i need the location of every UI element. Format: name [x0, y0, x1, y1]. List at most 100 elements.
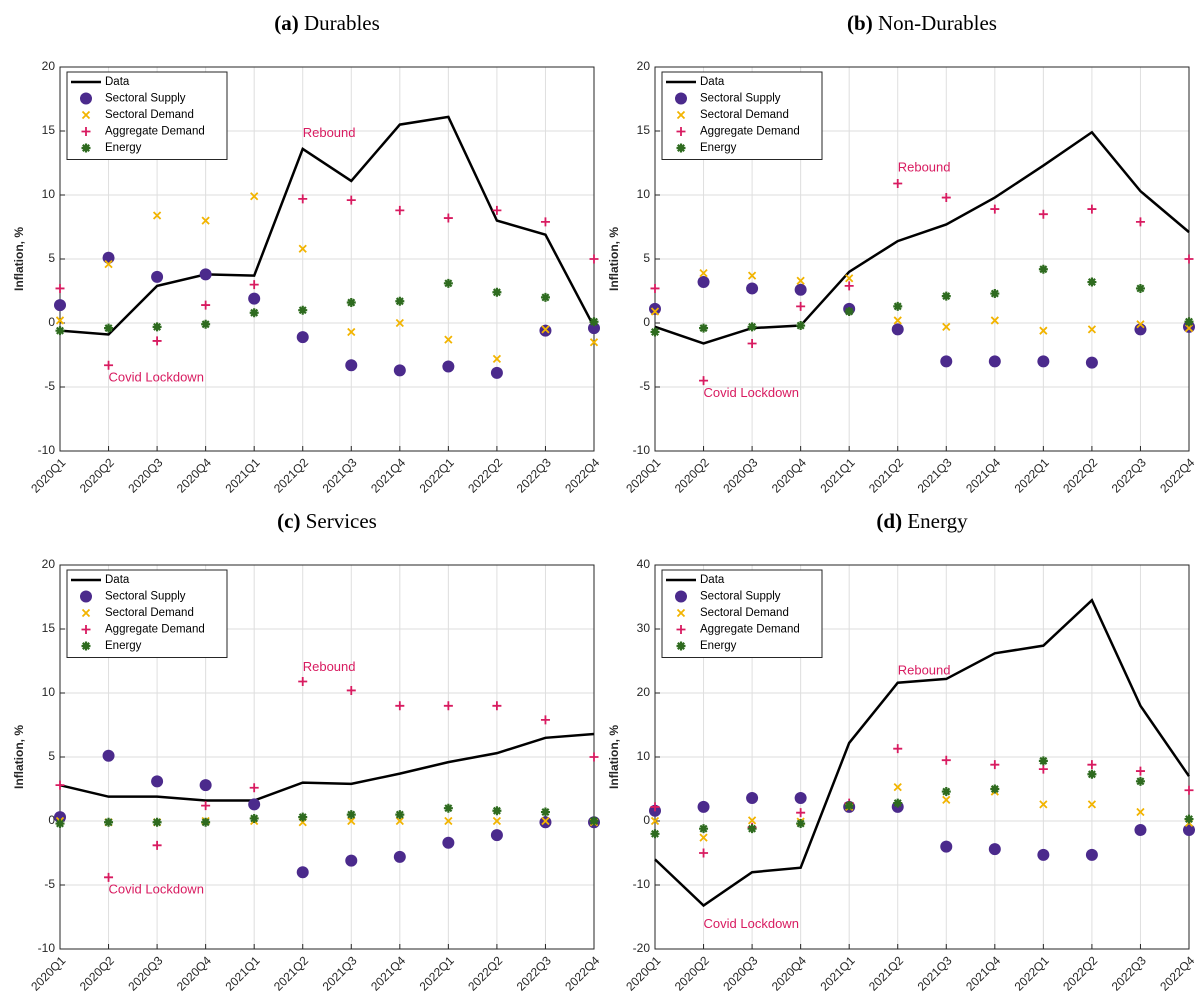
x-tick-label: 2020Q3 [125, 455, 165, 495]
marker-asterisk [941, 291, 951, 301]
panel-letter: (d) [876, 509, 902, 533]
marker-asterisk [104, 817, 114, 827]
marker-x [347, 327, 356, 337]
marker-x [942, 795, 951, 805]
marker-plus [1038, 764, 1048, 774]
marker-circle [345, 359, 358, 372]
marker-asterisk [893, 798, 903, 808]
marker-circle [746, 282, 759, 295]
legend-label: Data [105, 76, 130, 88]
marker-x [104, 259, 113, 269]
marker-x [395, 816, 404, 826]
marker-circle [248, 798, 261, 811]
x-tick-label: 2020Q4 [769, 953, 809, 993]
marker-x [650, 816, 660, 826]
marker-asterisk [152, 817, 162, 827]
marker-plus [249, 783, 259, 793]
marker-plus [1135, 766, 1145, 776]
marker-x [650, 307, 660, 316]
marker-circle [649, 302, 661, 315]
marker-x [250, 192, 259, 201]
marker-x [1136, 320, 1145, 329]
x-tick-label: 2021Q4 [368, 455, 408, 495]
x-tick-label: 2021Q2 [271, 953, 311, 993]
marker-circle [248, 292, 261, 305]
marker-asterisk [747, 322, 757, 332]
marker-plus [893, 178, 903, 188]
marker-asterisk [589, 317, 599, 327]
x-tick-label: 2022Q1 [417, 953, 457, 993]
annotation: Rebound [303, 125, 356, 140]
marker-plus [796, 301, 806, 311]
annotation: Covid Lockdown [704, 385, 799, 400]
marker-asterisk [492, 287, 502, 297]
x-tick-label: 2020Q4 [769, 455, 809, 495]
x-tick-label: 2021Q1 [817, 455, 857, 495]
marker-circle [794, 283, 807, 296]
marker-x [942, 322, 951, 331]
x-tick-label: 2020Q1 [623, 953, 663, 993]
x-tick-label: 2020Q2 [672, 953, 712, 993]
y-tick-label: 10 [42, 187, 56, 201]
marker-plus [893, 744, 903, 754]
marker-circle [490, 366, 503, 379]
x-tick-label: 2020Q3 [720, 455, 760, 495]
marker-x [747, 816, 757, 825]
marker-asterisk [699, 323, 709, 333]
legend-box [66, 71, 228, 160]
y-tick-label: -10 [38, 941, 56, 955]
x-tick-label: 2020Q2 [672, 455, 712, 495]
marker-x [1039, 800, 1048, 809]
marker-plus [1184, 254, 1194, 264]
x-tick-label: 2021Q2 [271, 455, 311, 495]
panel-letter: (b) [847, 11, 873, 35]
x-tick-label: 2021Q3 [915, 455, 955, 495]
marker-asterisk [1087, 277, 1097, 287]
marker-circle [1085, 848, 1098, 861]
panel-name: Energy [907, 509, 968, 533]
panel-letter: (c) [277, 509, 300, 533]
annotation: Covid Lockdown [109, 882, 204, 897]
marker-plus [1087, 760, 1097, 770]
x-tick-label: 2020Q2 [77, 953, 117, 993]
marker-asterisk [844, 801, 854, 811]
marker-circle [393, 850, 406, 863]
legend-swatch [80, 590, 92, 603]
marker-circle [442, 836, 455, 849]
marker-x [152, 211, 162, 220]
marker-plus [540, 715, 550, 725]
marker-plus [1038, 209, 1048, 219]
legend-label: Aggregate Demand [105, 624, 205, 636]
marker-asterisk [1135, 283, 1145, 293]
marker-asterisk [201, 319, 211, 329]
marker-x [444, 335, 453, 344]
y-tick-label: 5 [48, 251, 55, 265]
marker-x [589, 338, 599, 347]
panel-name: Durables [304, 11, 380, 35]
marker-asterisk [55, 326, 65, 336]
marker-x [541, 816, 550, 826]
legend-label: Energy [700, 142, 737, 154]
marker-circle [539, 324, 552, 337]
x-tick-label: 2020Q3 [125, 953, 165, 993]
y-tick-label: 0 [643, 315, 650, 329]
marker-plus [104, 360, 114, 370]
y-tick-label: -5 [44, 877, 55, 891]
marker-plus [540, 217, 550, 227]
panel-title: (d) Energy [876, 509, 968, 533]
y-tick-label: 30 [637, 621, 651, 635]
legend-swatch [676, 110, 686, 120]
marker-asterisk [104, 323, 114, 333]
marker-plus [201, 801, 211, 811]
marker-circle [54, 811, 66, 824]
marker-plus [699, 376, 709, 386]
legend-label: Sectoral Demand [105, 607, 194, 619]
x-tick-label: 2022Q1 [417, 455, 457, 495]
marker-asterisk [990, 289, 1000, 299]
marker-plus [55, 780, 65, 790]
y-tick-label: -10 [633, 877, 651, 891]
legend-swatch [81, 608, 91, 618]
marker-plus [844, 281, 854, 291]
marker-asterisk [395, 296, 405, 306]
